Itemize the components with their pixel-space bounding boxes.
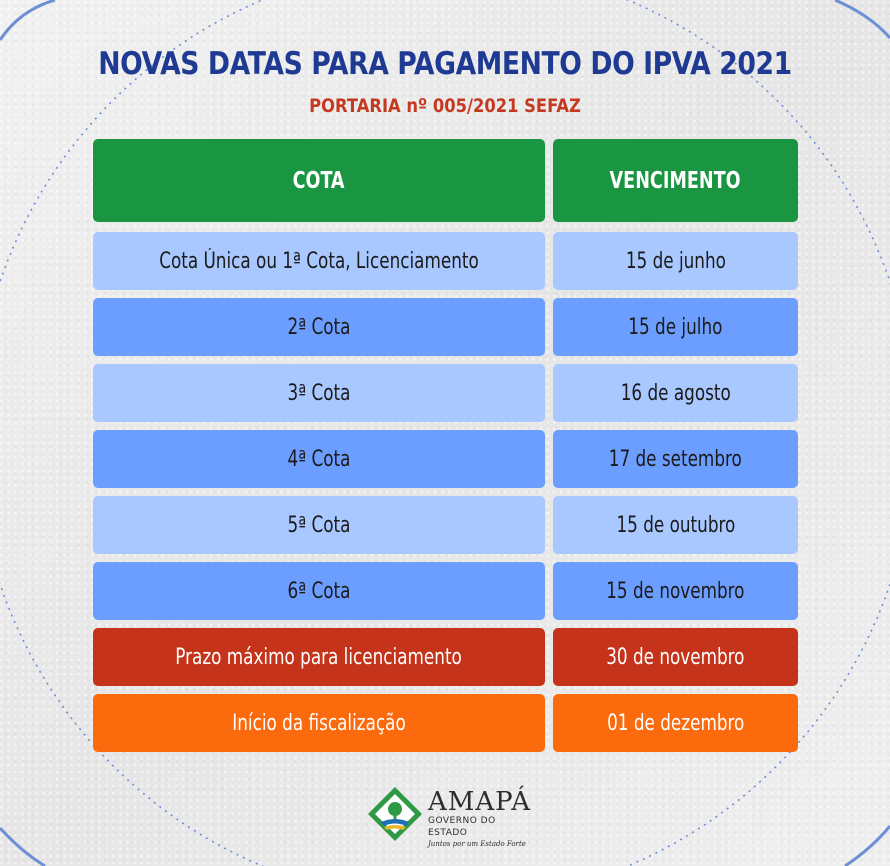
table-row: 4ª Cota 17 de setembro <box>93 430 798 488</box>
vencimento-cell: 15 de outubro <box>553 496 798 554</box>
table-header-row: COTA VENCIMENTO <box>93 139 798 222</box>
cota-cell: 3ª Cota <box>93 364 545 422</box>
vencimento-cell: 15 de junho <box>553 232 798 290</box>
table-row-licenciamento-deadline: Prazo máximo para licenciamento 30 de no… <box>93 628 798 686</box>
column-header-vencimento: VENCIMENTO <box>553 139 798 222</box>
cota-cell: 2ª Cota <box>93 298 545 356</box>
cota-cell: 6ª Cota <box>93 562 545 620</box>
vencimento-cell: 17 de setembro <box>553 430 798 488</box>
amapa-emblem-icon <box>368 787 422 841</box>
logo-subtitle: GOVERNO DO ESTADO <box>428 816 496 838</box>
cota-cell: Prazo máximo para licenciamento <box>93 628 545 686</box>
logo-text: AMAPÁ GOVERNO DO ESTADO Juntos por um Es… <box>428 789 536 849</box>
cota-cell: Início da fiscalização <box>93 694 545 752</box>
amapa-government-logo: AMAPÁ GOVERNO DO ESTADO Juntos por um Es… <box>366 785 536 848</box>
page-title: NOVAS DATAS PARA PAGAMENTO DO IPVA 2021 <box>98 46 792 82</box>
table-row: 5ª Cota 15 de outubro <box>93 496 798 554</box>
table-row: 3ª Cota 16 de agosto <box>93 364 798 422</box>
cota-cell: 4ª Cota <box>93 430 545 488</box>
cota-cell: Cota Única ou 1ª Cota, Licenciamento <box>93 232 545 290</box>
page-subtitle: PORTARIA nº 005/2021 SEFAZ <box>309 95 581 117</box>
vencimento-cell: 01 de dezembro <box>553 694 798 752</box>
table-row: 6ª Cota 15 de novembro <box>93 562 798 620</box>
vencimento-cell: 15 de julho <box>553 298 798 356</box>
vencimento-cell: 15 de novembro <box>553 562 798 620</box>
table-row: Cota Única ou 1ª Cota, Licenciamento 15 … <box>93 232 798 290</box>
table-row: 2ª Cota 15 de julho <box>93 298 798 356</box>
vencimento-cell: 16 de agosto <box>553 364 798 422</box>
logo-tagline: Juntos por um Estado Forte <box>428 840 526 848</box>
logo-name: AMAPÁ <box>428 787 532 817</box>
table-row-fiscalizacao: Início da fiscalização 01 de dezembro <box>93 694 798 752</box>
vencimento-cell: 30 de novembro <box>553 628 798 686</box>
cota-cell: 5ª Cota <box>93 496 545 554</box>
payment-table: COTA VENCIMENTO Cota Única ou 1ª Cota, L… <box>93 139 798 760</box>
column-header-cota: COTA <box>93 139 545 222</box>
